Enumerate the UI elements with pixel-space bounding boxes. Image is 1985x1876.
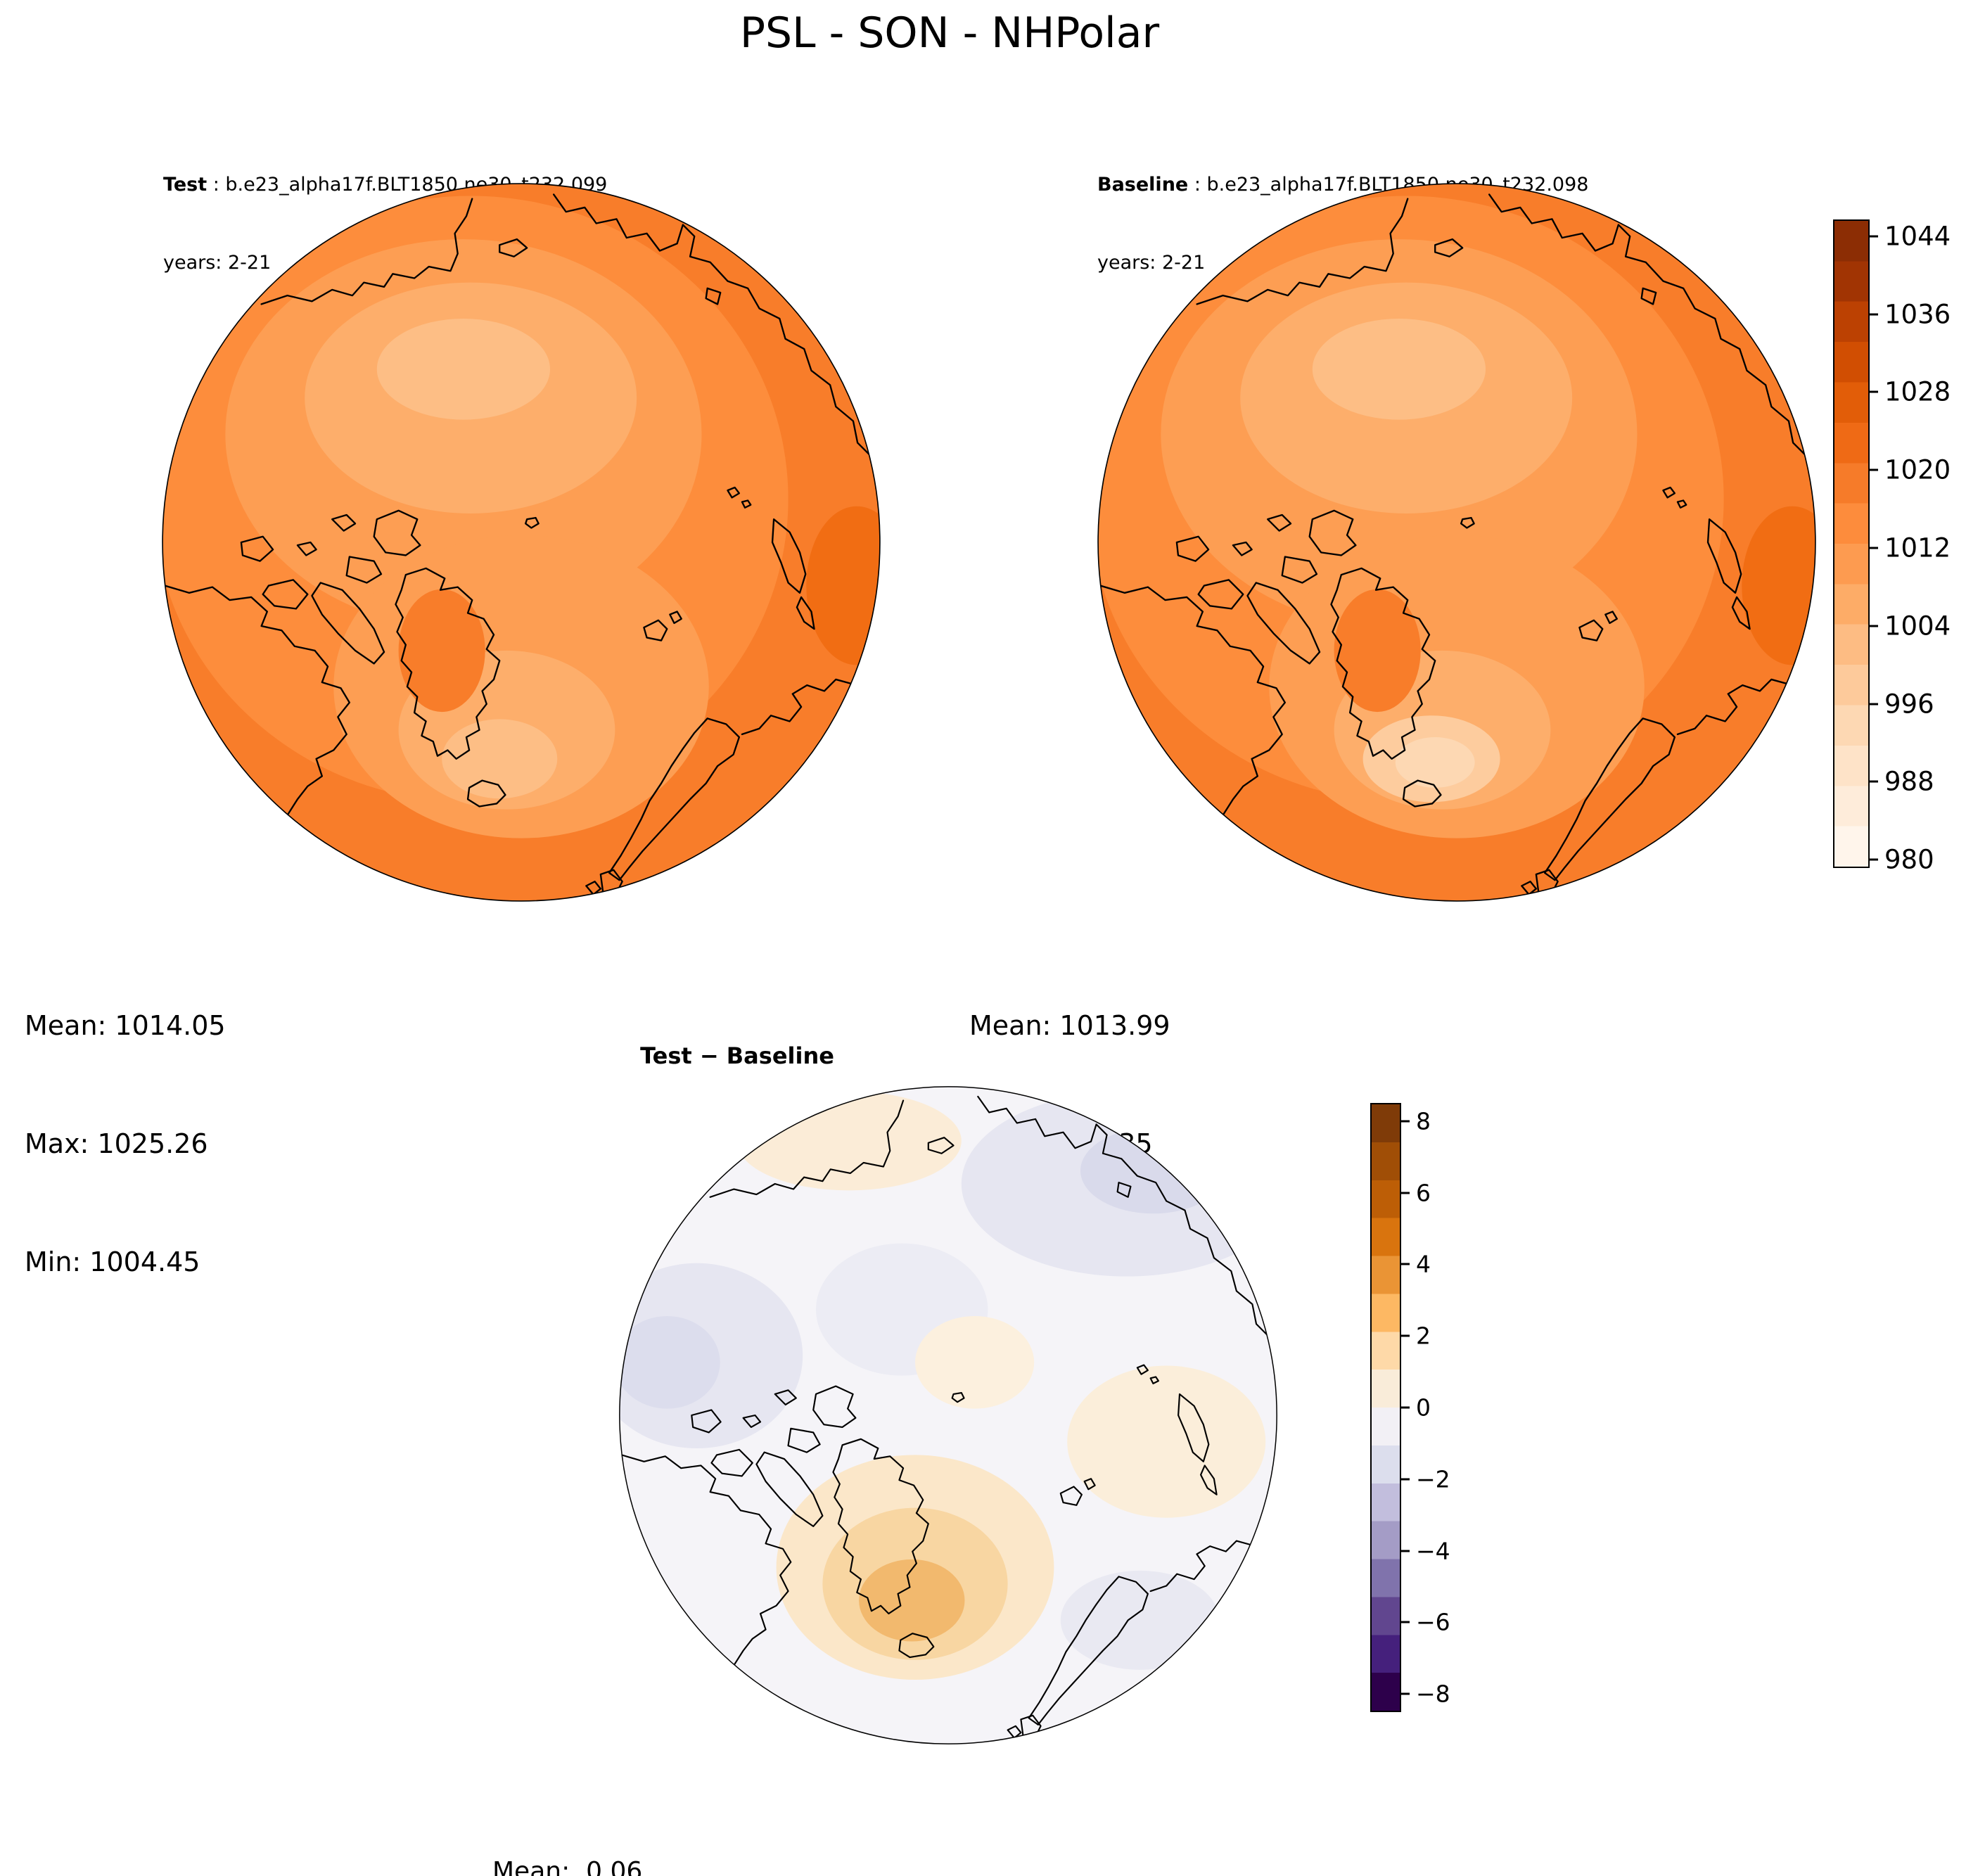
tick-mark bbox=[1870, 625, 1878, 627]
diff-colorbar-tick: −2 bbox=[1401, 1465, 1450, 1493]
test-mean: Mean: 1014.05 bbox=[25, 1010, 226, 1041]
tick-mark bbox=[1870, 547, 1878, 549]
main-colorbar-tick: 1020 bbox=[1870, 454, 1951, 485]
test-polar-map bbox=[162, 183, 881, 902]
tick-mark bbox=[1870, 313, 1878, 316]
tick-label: 988 bbox=[1884, 766, 1934, 797]
tick-label: 1036 bbox=[1884, 299, 1951, 330]
diff-colorbar: 8 6 4 2 0 −2 −4 −6 −8 bbox=[1370, 1103, 1450, 1712]
main-colorbar-tick: 1036 bbox=[1870, 299, 1951, 329]
tick-label: 0 bbox=[1416, 1393, 1431, 1422]
tick-mark bbox=[1870, 858, 1878, 861]
tick-label: −4 bbox=[1416, 1537, 1450, 1564]
main-colorbar-tick: 980 bbox=[1870, 845, 1934, 875]
tick-label: 1028 bbox=[1884, 376, 1951, 407]
test-max: Max: 1025.26 bbox=[25, 1128, 208, 1159]
tick-mark bbox=[1401, 1621, 1410, 1623]
baseline-label: Baseline bbox=[1097, 174, 1189, 196]
baseline-mean: Mean: 1013.99 bbox=[969, 1010, 1170, 1041]
baseline-polar-map bbox=[1097, 183, 1816, 902]
tick-mark bbox=[1401, 1263, 1410, 1265]
tick-label: 1004 bbox=[1884, 611, 1951, 642]
test-stats: Mean: 1014.05 Max: 1025.26 Min: 1004.45 bbox=[25, 927, 226, 1360]
diff-colorbar-tick: 2 bbox=[1401, 1322, 1431, 1350]
main-colorbar: 1044 1036 1028 1020 1012 1004 996 988 98… bbox=[1833, 219, 1951, 875]
baseline-years: years: 2-21 bbox=[1097, 252, 1206, 274]
map-boundary bbox=[619, 1086, 1277, 1744]
tick-mark bbox=[1870, 780, 1878, 783]
diff-colorbar-tick: 0 bbox=[1401, 1394, 1431, 1422]
diff-colorbar-tick: −8 bbox=[1401, 1680, 1450, 1708]
tick-mark bbox=[1401, 1478, 1410, 1481]
main-colorbar-gradient bbox=[1833, 219, 1870, 868]
test-map-contours bbox=[162, 184, 880, 901]
diff-colorbar-tick: 4 bbox=[1401, 1251, 1431, 1278]
diff-colorbar-tick: −6 bbox=[1401, 1609, 1450, 1636]
tick-label: 1044 bbox=[1884, 221, 1951, 252]
test-years: years: 2-21 bbox=[163, 252, 272, 274]
tick-label: 4 bbox=[1416, 1250, 1431, 1278]
map-boundary bbox=[1097, 183, 1816, 902]
main-colorbar-tick: 1028 bbox=[1870, 377, 1951, 407]
test-label: Test bbox=[163, 174, 208, 196]
tick-label: 6 bbox=[1416, 1179, 1431, 1207]
tick-mark bbox=[1401, 1406, 1410, 1409]
tick-label: 1012 bbox=[1884, 532, 1951, 563]
diff-colorbar-tick: 8 bbox=[1401, 1107, 1431, 1135]
tick-label: 996 bbox=[1884, 689, 1934, 720]
tick-label: 2 bbox=[1416, 1322, 1431, 1350]
tick-label: −2 bbox=[1416, 1465, 1450, 1493]
main-colorbar-tick: 988 bbox=[1870, 767, 1934, 797]
tick-mark bbox=[1401, 1550, 1410, 1552]
tick-mark bbox=[1870, 703, 1878, 706]
main-colorbar-tick: 1044 bbox=[1870, 221, 1951, 251]
tick-mark bbox=[1870, 390, 1878, 393]
diff-colorbar-gradient bbox=[1370, 1103, 1401, 1712]
main-colorbar-tick: 1004 bbox=[1870, 611, 1951, 642]
main-colorbar-tick: 996 bbox=[1870, 689, 1934, 719]
tick-mark bbox=[1401, 1120, 1410, 1123]
tick-label: 1020 bbox=[1884, 454, 1951, 485]
tick-mark bbox=[1401, 1692, 1410, 1695]
test-min: Min: 1004.45 bbox=[25, 1246, 200, 1277]
diff-map-contours bbox=[619, 1086, 1277, 1744]
diff-polar-map bbox=[619, 1086, 1277, 1744]
map-boundary bbox=[162, 183, 881, 902]
tick-mark bbox=[1870, 235, 1878, 238]
baseline-map-contours bbox=[1098, 184, 1815, 901]
tick-mark bbox=[1870, 468, 1878, 471]
tick-mark bbox=[1401, 1192, 1410, 1194]
diff-colorbar-tick: −4 bbox=[1401, 1537, 1450, 1564]
tick-mark bbox=[1401, 1334, 1410, 1337]
tick-label: −6 bbox=[1416, 1608, 1450, 1636]
figure-title: PSL - SON - NHPolar bbox=[739, 8, 1160, 58]
main-colorbar-tick: 1012 bbox=[1870, 533, 1951, 563]
diff-colorbar-tick: 6 bbox=[1401, 1179, 1431, 1206]
tick-label: 8 bbox=[1416, 1107, 1431, 1135]
tick-label: −8 bbox=[1416, 1680, 1450, 1708]
diff-stats: Mean: 0.06 Max: 1.96 Min: -1.70 bbox=[492, 1778, 642, 1876]
tick-label: 980 bbox=[1884, 844, 1934, 875]
diff-title: Test − Baseline bbox=[640, 1042, 834, 1069]
diff-mean: Mean: 0.06 bbox=[492, 1857, 643, 1876]
